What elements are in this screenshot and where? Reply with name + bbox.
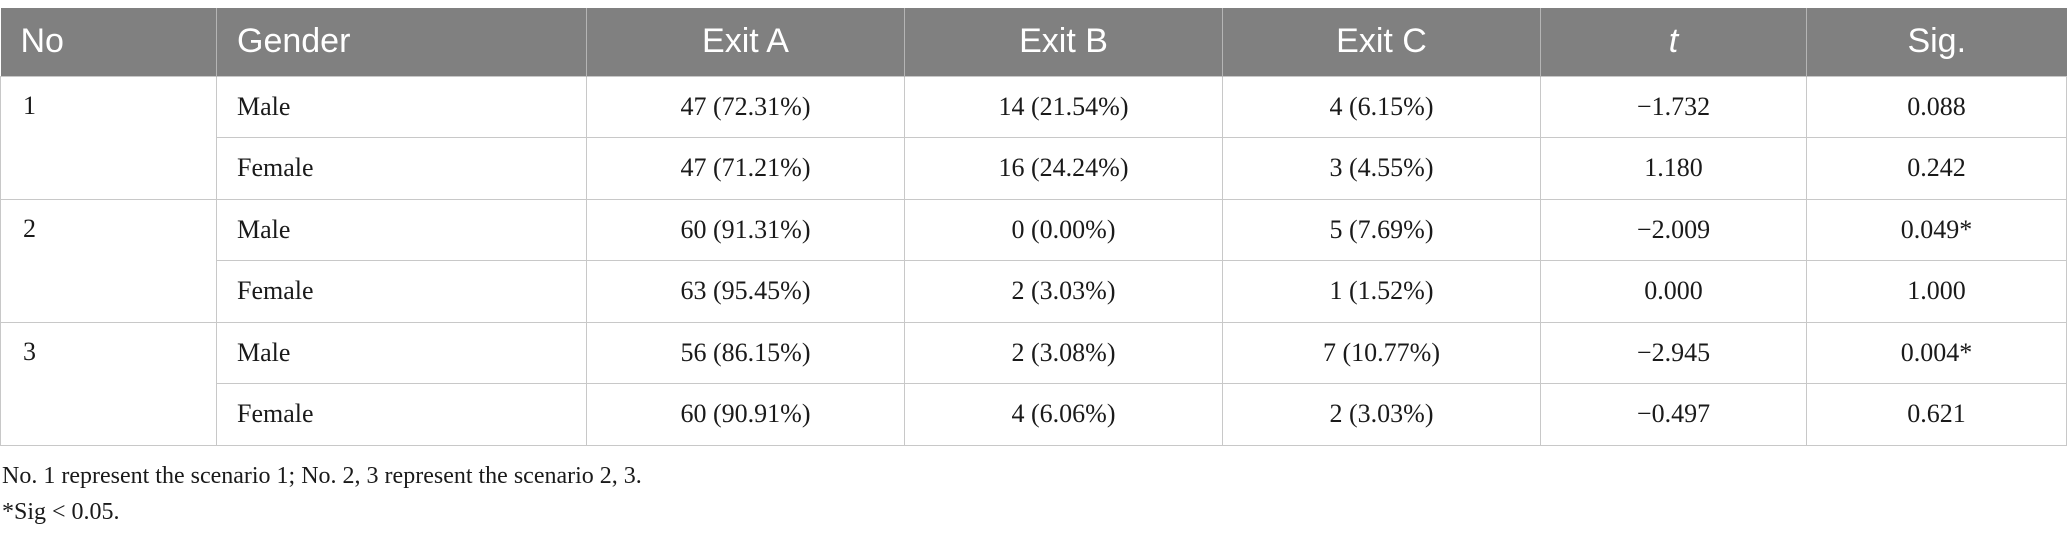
sig-cell: 0.049* (1806, 198, 2067, 261)
exit-b-cell: 4 (6.06%) (904, 383, 1223, 446)
t-cell: 0.000 (1540, 260, 1807, 323)
sig-cell: 0.088 (1806, 75, 2067, 138)
header-exit-b: Exit B (904, 8, 1223, 76)
exit-a-cell: 47 (71.21%) (586, 137, 905, 200)
header-exit-a: Exit A (586, 8, 905, 76)
scenario-no-cell: 3 (0, 321, 217, 446)
scenario-no-cell: 2 (0, 198, 217, 323)
exit-c-cell: 7 (10.77%) (1222, 321, 1541, 384)
exit-b-cell: 16 (24.24%) (904, 137, 1223, 200)
gender-cell: Female (216, 260, 587, 323)
exit-c-cell: 4 (6.15%) (1222, 75, 1541, 138)
table-row: 2 Male 60 (91.31%) 0 (0.00%) 5 (7.69%) −… (0, 198, 2067, 323)
t-cell: −2.945 (1540, 321, 1807, 384)
exit-a-cell: 60 (90.91%) (586, 383, 905, 446)
exit-b-cell: 0 (0.00%) (904, 198, 1223, 261)
gender-cell: Male (216, 75, 587, 138)
sig-cell: 0.621 (1806, 383, 2067, 446)
exit-a-cell: 60 (91.31%) (586, 198, 905, 261)
gender-cell: Male (216, 321, 587, 384)
header-exit-c: Exit C (1222, 8, 1541, 76)
t-cell: −0.497 (1540, 383, 1807, 446)
footnote-significance: *Sig < 0.05. (2, 499, 120, 525)
exit-c-cell: 1 (1.52%) (1222, 260, 1541, 323)
results-table: No Gender Exit A Exit B Exit C t Sig. 1 … (0, 8, 2067, 446)
t-cell: −2.009 (1540, 198, 1807, 261)
exit-a-cell: 47 (72.31%) (586, 75, 905, 138)
exit-b-cell: 2 (3.03%) (904, 260, 1223, 323)
exit-c-cell: 2 (3.03%) (1222, 383, 1541, 446)
sig-cell: 0.004* (1806, 321, 2067, 384)
gender-cell: Male (216, 198, 587, 261)
sig-cell: 0.242 (1806, 137, 2067, 200)
gender-cell: Female (216, 137, 587, 200)
exit-b-cell: 14 (21.54%) (904, 75, 1223, 138)
table-row: 3 Male 56 (86.15%) 2 (3.08%) 7 (10.77%) … (0, 321, 2067, 446)
gender-cell: Female (216, 383, 587, 446)
footnote-scenarios: No. 1 represent the scenario 1; No. 2, 3… (2, 463, 642, 489)
table-row: Female 63 (95.45%) 2 (3.03%) 1 (1.52%) 0… (1, 260, 2067, 323)
table-row: Female 60 (90.91%) 4 (6.06%) 2 (3.03%) −… (1, 383, 2067, 446)
t-cell: −1.732 (1540, 75, 1807, 138)
results-table-container: No Gender Exit A Exit B Exit C t Sig. 1 … (0, 8, 2067, 446)
exit-a-cell: 63 (95.45%) (586, 260, 905, 323)
scenario-no-cell: 1 (0, 75, 217, 200)
exit-c-cell: 5 (7.69%) (1222, 198, 1541, 261)
t-cell: 1.180 (1540, 137, 1807, 200)
header-sig: Sig. (1806, 8, 2067, 76)
table-row: Female 47 (71.21%) 16 (24.24%) 3 (4.55%)… (1, 137, 2067, 200)
sig-cell: 1.000 (1806, 260, 2067, 323)
header-no: No (0, 8, 217, 76)
exit-c-cell: 3 (4.55%) (1222, 137, 1541, 200)
header-row: No Gender Exit A Exit B Exit C t Sig. (0, 8, 2067, 76)
header-t: t (1540, 8, 1807, 76)
exit-a-cell: 56 (86.15%) (586, 321, 905, 384)
exit-b-cell: 2 (3.08%) (904, 321, 1223, 384)
table-footnotes: No. 1 represent the scenario 1; No. 2, 3… (2, 458, 642, 530)
header-gender: Gender (216, 8, 587, 76)
table-row: 1 Male 47 (72.31%) 14 (21.54%) 4 (6.15%)… (0, 75, 2067, 200)
